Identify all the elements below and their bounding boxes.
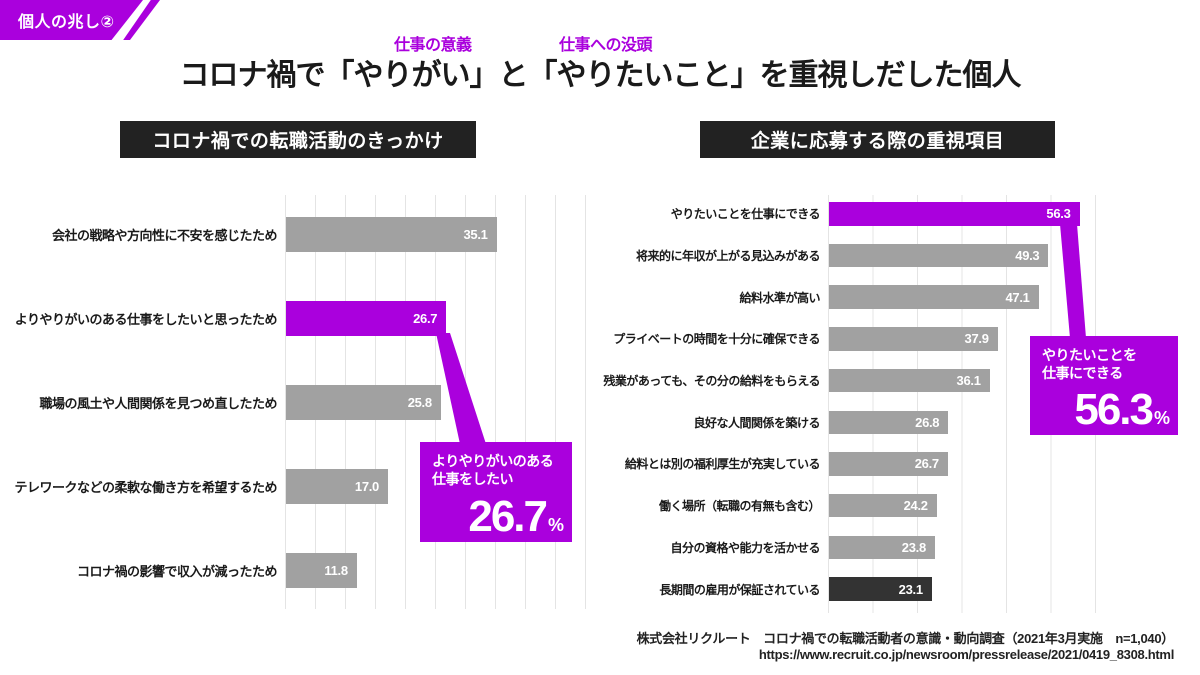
bar-value: 25.8	[407, 395, 432, 410]
right-callout-text-line2: 仕事にできる	[1042, 365, 1123, 382]
bar-label: 自分の資格や能力を活かせる	[670, 540, 820, 555]
bar-value: 26.7	[914, 456, 939, 472]
bar: 47.1	[829, 285, 1039, 309]
right-callout-value: 56.3%	[1074, 388, 1170, 432]
bar-value: 47.1	[1005, 289, 1030, 305]
source-url: https://www.recruit.co.jp/newsroom/press…	[758, 647, 1174, 662]
bar: 25.8	[286, 385, 441, 420]
bar-label: 職場の風土や人間関係を見つめ直したため	[39, 396, 277, 411]
left-callout-text-line1: よりやりがいのある	[432, 453, 554, 469]
bar-value: 36.1	[956, 373, 981, 389]
bar-value: 56.3	[1046, 206, 1071, 222]
bar: 23.1	[829, 577, 932, 601]
bar-label: 給料とは別の福利厚生が充実している	[624, 457, 821, 472]
left-bar-chart: 会社の戦略や方向性に不安を感じたため 35.1 よりやりがいのある仕事をしたいと思っ…	[0, 195, 586, 609]
bar-label: 会社の戦略や方向性に不安を感じたため	[51, 228, 278, 243]
bar-label: テレワークなどの柔軟な働き方を希望するため	[14, 480, 277, 495]
bar: 17.0	[286, 469, 388, 504]
bar: 23.8	[829, 535, 935, 560]
bar: 26.8	[829, 410, 949, 434]
left-callout-percent-sign: %	[547, 515, 564, 535]
bar-label: よりやりがいのある仕事をしたいと思ったため	[14, 312, 278, 327]
left-callout-number: 26.7	[468, 492, 548, 541]
left-callout-value: 26.7%	[468, 495, 564, 539]
bar-value: 49.3	[1015, 247, 1040, 263]
slide-number-badge: 個人の兆し②	[0, 0, 143, 40]
bar: 49.3	[829, 243, 1049, 268]
right-chart-header: 企業に応募する際の重視項目	[700, 121, 1055, 158]
left-chart-header-label: コロナ禍での転職活動のきっかけ	[152, 131, 444, 152]
bar-label: 将来的に年収が上がる見込みがある	[635, 248, 821, 263]
left-chart-header: コロナ禍での転職活動のきっかけ	[120, 121, 476, 158]
bar-label: 長期間の雇用が保証されている	[659, 582, 820, 597]
right-callout: やりたいことを 仕事にできる 56.3%	[1030, 336, 1178, 435]
bar-value: 26.8	[915, 414, 940, 430]
bar: 36.1	[829, 368, 990, 393]
title-annotation-meaning-of-work: 仕事の意義	[394, 37, 472, 54]
title-annotation-work-immersion: 仕事への没頭	[559, 37, 653, 54]
bar-value: 17.0	[354, 479, 379, 494]
bar-label: コロナ禍の影響で収入が減ったため	[76, 564, 278, 579]
bar: 24.2	[829, 493, 937, 518]
bar-label: 働く場所（転職の有無も含む）	[658, 499, 821, 514]
left-callout: よりやりがいのある 仕事をしたい 26.7%	[420, 442, 572, 542]
right-chart-header-label: 企業に応募する際の重視項目	[750, 131, 1005, 152]
bar-label: 給料水準が高い	[739, 290, 820, 305]
bar-label: 良好な人間関係を築ける	[693, 415, 820, 430]
bar-value: 24.2	[903, 498, 928, 514]
right-callout-text-line1: やりたいことを	[1042, 347, 1137, 363]
bar-value: 26.7	[413, 311, 438, 326]
bar: 26.7	[829, 452, 948, 476]
bar: 35.1	[286, 217, 497, 252]
bar-value: 23.8	[901, 539, 926, 555]
bar: 56.3	[829, 202, 1080, 226]
bar-label: 残業があっても、その分の給料をもらえる	[603, 374, 820, 389]
bar-label: やりたいことを仕事にできる	[670, 207, 821, 222]
badge-label: 個人の兆し②	[18, 14, 115, 31]
bar: 11.8	[286, 553, 357, 588]
bar-value: 11.8	[324, 563, 348, 578]
left-callout-text-line2: 仕事をしたい	[432, 471, 514, 488]
right-callout-number: 56.3	[1074, 385, 1154, 434]
right-callout-percent-sign: %	[1153, 408, 1170, 428]
bar: 37.9	[829, 327, 998, 351]
bar-value: 37.9	[964, 331, 989, 347]
source-text: 株式会社リクルート コロナ禍での転職活動者の意識・動向調査（2021年3月実施 …	[636, 631, 1175, 646]
right-bar-chart: やりたいことを仕事にできる 56.3 将来的に年収が上がる見込みがある 49.3 給料水…	[600, 195, 1096, 613]
bar-value: 23.1	[898, 581, 923, 597]
bar: 26.7	[286, 301, 447, 336]
bar-value: 35.1	[463, 227, 488, 242]
bar-label: プライベートの時間を十分に確保できる	[613, 332, 820, 347]
page-title: コロナ禍で「やりがい」と「やりたいこと」を重視しだした個人	[179, 59, 1022, 92]
source-footer: 株式会社リクルート コロナ禍での転職活動者の意識・動向調査（2021年3月実施 …	[636, 631, 1175, 663]
